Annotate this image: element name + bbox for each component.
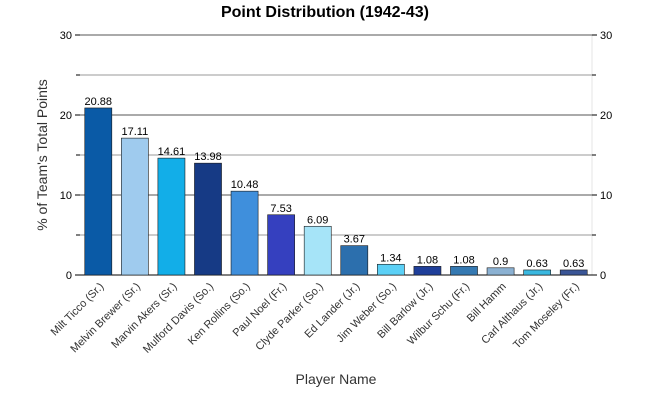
bar <box>559 269 588 276</box>
bar <box>84 107 113 276</box>
bar-value-label: 1.08 <box>453 254 474 266</box>
bar-value-label: 14.61 <box>158 146 186 158</box>
chart-title: Point Distribution (1942-43) <box>221 4 429 21</box>
bar-value-label: 1.34 <box>380 252 401 264</box>
y-tick-label-right: 30 <box>600 30 612 42</box>
bar <box>413 266 442 276</box>
bar-value-label: 0.9 <box>493 256 508 268</box>
bar <box>267 214 295 276</box>
bars <box>84 107 588 276</box>
x-tick-label: Tom Moseley (Fr.) <box>511 281 582 352</box>
bar-value-label: 1.08 <box>417 254 438 266</box>
y-tick-label-left: 0 <box>66 270 72 282</box>
category-labels: Milt Ticco (Sr.)Melvin Brewer (Sr.)Marvi… <box>49 281 582 356</box>
bar-value-label: 0.63 <box>563 258 584 270</box>
bar <box>194 162 222 276</box>
y-tick-label-left: 30 <box>60 30 72 42</box>
x-tick-label: Marvin Akers (Sr.) <box>109 281 179 351</box>
bar <box>157 157 186 276</box>
bar <box>303 225 332 276</box>
bar-value-label: 6.09 <box>307 214 328 226</box>
y-axis-label: % of Team's Total Points <box>34 79 50 231</box>
bar-value-label: 20.88 <box>85 96 113 108</box>
x-tick-label: Ken Rollins (So.) <box>186 281 253 348</box>
bar <box>377 263 405 276</box>
data-labels: 20.88 17.11 14.61 13.98 10.48 7.53 6.09 3.67 1.3… <box>85 96 585 270</box>
y-tick-label-right: 20 <box>600 110 612 122</box>
bar <box>230 190 259 276</box>
x-tick-label: Melvin Brewer (Sr.) <box>68 281 143 356</box>
x-tick-label: Clyde Parker (So.) <box>253 281 325 353</box>
bar <box>121 137 149 276</box>
y-tick-label-right: 0 <box>600 270 606 282</box>
bar <box>523 269 551 276</box>
bar-value-label: 7.53 <box>270 203 291 215</box>
bar <box>486 267 515 276</box>
y-tick-label-right: 10 <box>600 190 612 202</box>
x-tick-label: Mulford Davis (So.) <box>141 281 216 356</box>
y-tick-label-left: 20 <box>60 110 72 122</box>
x-tick-label: Wilbur Schu (Fr.) <box>405 281 472 348</box>
y-tick-label-left: 10 <box>60 190 72 202</box>
bar-value-label: 13.98 <box>194 151 222 163</box>
bar-value-label: 17.11 <box>121 126 148 138</box>
bar-value-label: 10.48 <box>231 179 259 191</box>
bar-value-label: 0.63 <box>526 258 547 270</box>
bar-value-label: 3.67 <box>344 234 365 246</box>
bar <box>450 266 478 276</box>
bar <box>340 245 369 276</box>
x-axis-label: Player Name <box>296 371 377 387</box>
